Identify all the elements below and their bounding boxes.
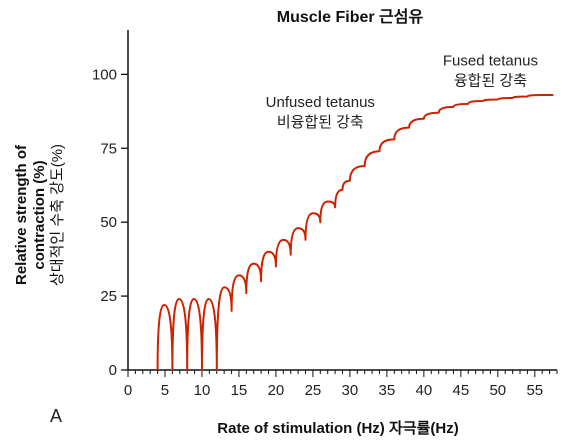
series-line-0 — [156, 94, 554, 371]
x-ticks: 0 5 10 15 20 25 30 35 40 45 50 55 — [124, 370, 558, 399]
x-tick-label: 10 — [194, 382, 211, 399]
y-tick-label: 50 — [100, 214, 117, 231]
y-tick-label: 75 — [100, 140, 117, 157]
y-tick-label: 25 — [100, 288, 117, 305]
x-tick-label: 45 — [453, 382, 470, 399]
x-tick-label: 50 — [489, 382, 506, 399]
annotations: Unfused tetanus 비융합된 강축 Fused tetanus 융합된 강… — [266, 52, 538, 130]
annotation-0-line-0: Unfused tetanus — [266, 94, 375, 111]
x-tick-label: 35 — [379, 382, 396, 399]
y-ticks: 0 25 50 75 100 — [92, 66, 128, 379]
annotation-1-line-0: Fused tetanus — [443, 52, 538, 69]
series-layer — [156, 94, 554, 371]
y-axis-label-line-2: contraction (%) — [31, 160, 48, 269]
annotation-1-line-1: 융합된 강축 — [454, 72, 527, 89]
annotation-0-line-1: 비융합된 강축 — [277, 114, 364, 131]
x-tick-label: 5 — [161, 382, 169, 399]
y-tick-label: 0 — [109, 362, 117, 379]
y-tick-label: 100 — [92, 66, 117, 83]
chart-title: Muscle Fiber 근섬유 — [277, 8, 424, 26]
y-axis-label-line-3: 상대적인 수축 강도(%) — [49, 144, 66, 286]
y-axis-label: Relative strength of contraction (%) 상대적… — [13, 144, 66, 286]
x-axis-label: Rate of stimulation (Hz) 자극률(Hz) — [217, 420, 458, 437]
x-tick-label: 30 — [342, 382, 359, 399]
x-tick-label: 15 — [231, 382, 248, 399]
y-axis-label-line-1: Relative strength of — [13, 144, 30, 285]
panel-label: A — [50, 406, 62, 426]
x-tick-label: 40 — [416, 382, 433, 399]
x-tick-label: 20 — [268, 382, 285, 399]
x-tick-label: 0 — [124, 382, 132, 399]
x-tick-label: 25 — [305, 382, 322, 399]
x-tick-label: 55 — [526, 382, 543, 399]
